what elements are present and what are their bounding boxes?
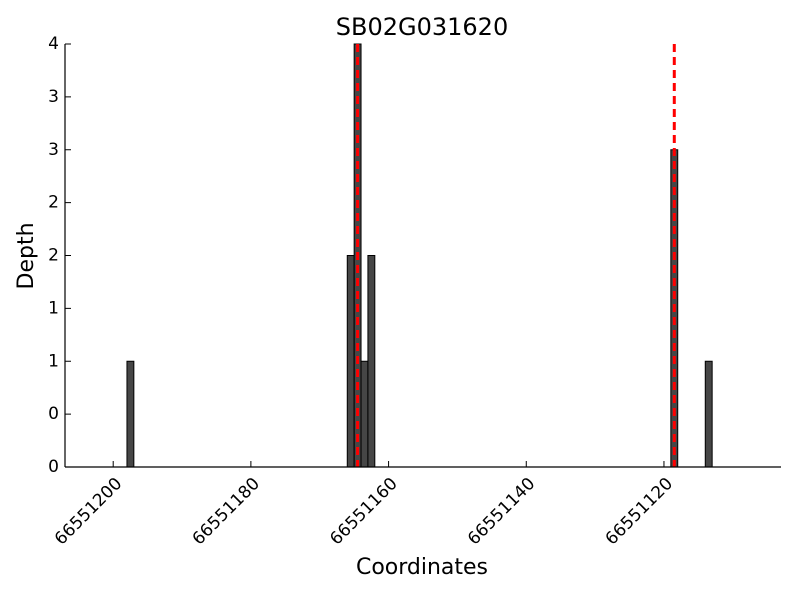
bar (367, 255, 376, 468)
y-tick-label: 0 (48, 404, 59, 424)
bar (360, 360, 369, 468)
x-tick-label: 66551140 (464, 474, 539, 549)
y-tick-label: 3 (48, 140, 59, 160)
y-tick-label: 0 (48, 457, 59, 477)
y-tick-label: 1 (48, 351, 59, 371)
x-axis-label: Coordinates (356, 555, 488, 580)
x-tick-label: 66551160 (326, 474, 401, 549)
bar (126, 360, 135, 468)
y-axis-label: Depth (14, 222, 39, 289)
y-tick-label: 2 (48, 246, 59, 266)
chart-title: SB02G031620 (336, 13, 508, 41)
bar (346, 255, 355, 468)
y-tick-label: 3 (48, 87, 59, 107)
y-tick-label: 2 (48, 193, 59, 213)
y-tick-label: 4 (48, 34, 59, 54)
y-tick-label: 1 (48, 298, 59, 318)
x-tick-label: 66551120 (602, 474, 677, 549)
x-tick-label: 66551180 (189, 474, 264, 549)
x-tick-label: 66551200 (51, 474, 126, 549)
bar (704, 360, 713, 468)
